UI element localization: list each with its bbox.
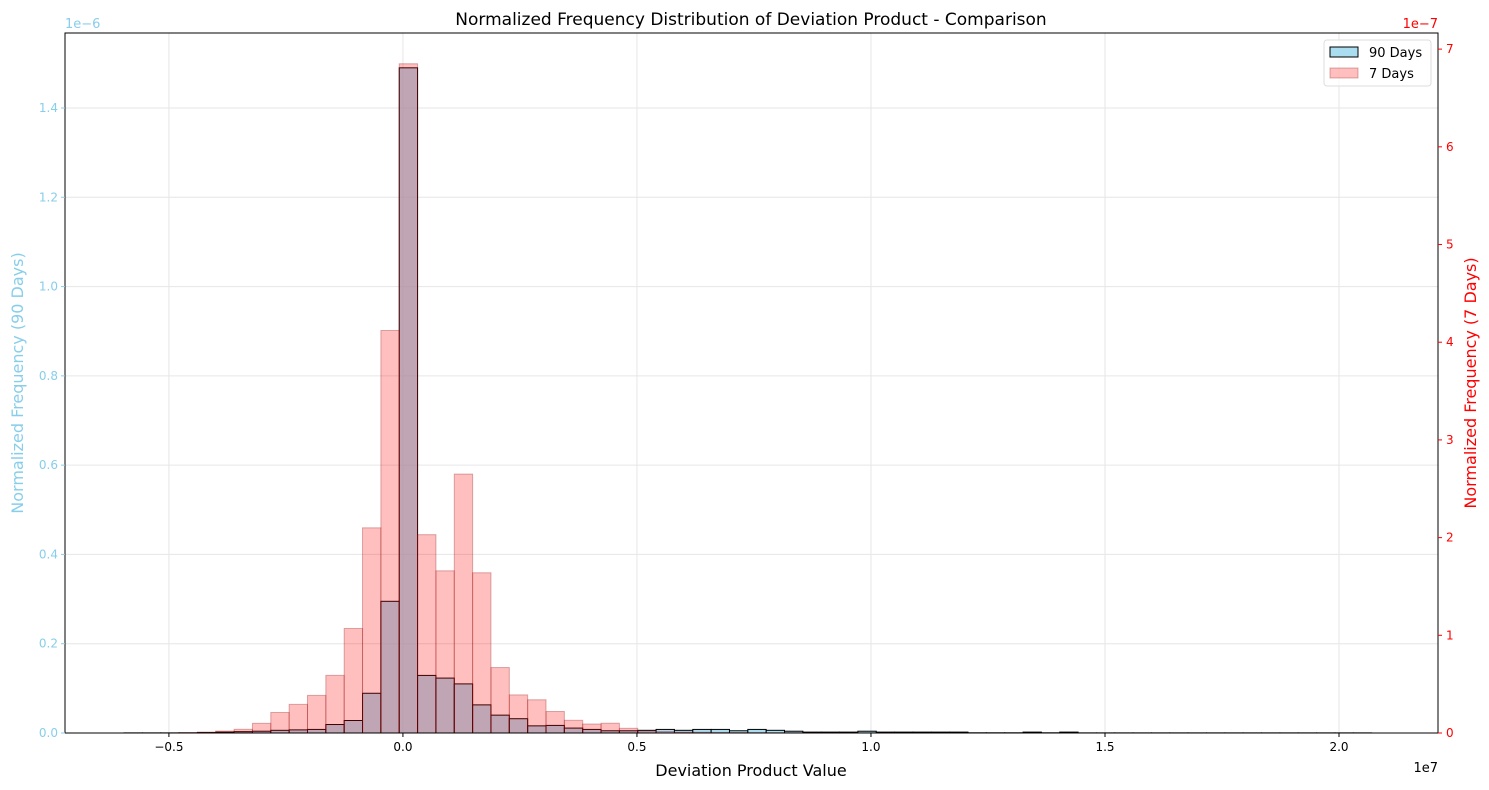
x-tick-label: −0.5	[154, 740, 183, 754]
bar-7-days	[618, 727, 639, 734]
bar-7-days	[380, 329, 400, 734]
left-axis-label: Normalized Frequency (90 Days)	[8, 252, 27, 513]
legend-swatch-90-days	[1329, 46, 1359, 58]
bar-7-days	[508, 694, 529, 734]
bar-7-days	[527, 699, 547, 734]
left-tick-label: 1.2	[39, 190, 58, 204]
legend-label-90-days: 90 Days	[1369, 46, 1422, 61]
bar-7-days	[453, 473, 474, 734]
bar-7-days	[288, 703, 308, 734]
bar-7-days	[325, 674, 345, 734]
right-tick-label: 7	[1446, 42, 1454, 56]
bar-7-days	[417, 534, 437, 734]
bar-7-days	[251, 722, 272, 734]
x-tick-label: 2.0	[1329, 740, 1348, 754]
series-7-days	[178, 63, 896, 734]
x-tick-label: 1.0	[861, 740, 880, 754]
grid	[65, 33, 1438, 734]
bar-7-days	[472, 572, 492, 734]
legend-label-7-days: 7 Days	[1369, 67, 1414, 82]
x-tick-label: 0.0	[393, 740, 412, 754]
right-tick-label: 4	[1446, 335, 1454, 349]
bar-7-days	[490, 667, 510, 734]
bar-7-days	[600, 722, 620, 734]
plot-frame	[64, 32, 1439, 734]
x-tick-label: 0.5	[627, 740, 646, 754]
left-tick-label: 0.2	[39, 637, 58, 651]
bar-7-days	[343, 627, 364, 734]
bar-7-days	[435, 570, 455, 734]
right-axis-offset: 1e−7	[1403, 17, 1438, 32]
x-axis-offset: 1e7	[1413, 761, 1438, 776]
bar-7-days	[563, 719, 584, 734]
bar-7-days	[582, 723, 602, 734]
right-tick-label: 0	[1446, 726, 1454, 740]
x-axis-label: Deviation Product Value	[655, 761, 846, 780]
chart-title: Normalized Frequency Distribution of Dev…	[455, 10, 1046, 30]
right-axis-label: Normalized Frequency (7 Days)	[1461, 257, 1480, 508]
left-tick-label: 1.4	[39, 101, 58, 115]
right-tick-label: 3	[1446, 433, 1454, 447]
right-axis-ticks: 0 1 2 3 4 5 6 7	[1438, 42, 1454, 740]
right-tick-label: 6	[1446, 140, 1454, 154]
bar-7-days	[362, 527, 382, 734]
x-tick-label: 1.5	[1095, 740, 1114, 754]
left-tick-label: 0.4	[39, 547, 58, 561]
left-tick-label: 0.8	[39, 369, 58, 383]
right-tick-label: 5	[1446, 238, 1454, 252]
left-tick-label: 0.6	[39, 458, 58, 472]
bar-7-days	[306, 694, 327, 734]
legend-swatch-7-days	[1329, 67, 1359, 79]
series-90-days	[123, 67, 1373, 734]
left-tick-label: 1.0	[39, 280, 58, 294]
right-tick-label: 2	[1446, 531, 1454, 545]
left-tick-label: 0.0	[39, 726, 58, 740]
bar-7-days	[545, 711, 565, 734]
legend: 90 Days 7 Days	[1323, 39, 1432, 87]
bar-7-days	[233, 728, 253, 734]
x-axis-ticks: −0.5 0.0 0.5 1.0 1.5 2.0	[154, 733, 1349, 754]
bar-7-days	[398, 63, 419, 734]
left-axis-offset: 1e−6	[65, 17, 100, 32]
right-tick-label: 1	[1446, 628, 1454, 642]
bar-7-days	[270, 711, 290, 734]
left-axis-ticks: 0.0 0.2 0.4 0.6 0.8 1.0 1.2 1.4	[39, 101, 65, 740]
